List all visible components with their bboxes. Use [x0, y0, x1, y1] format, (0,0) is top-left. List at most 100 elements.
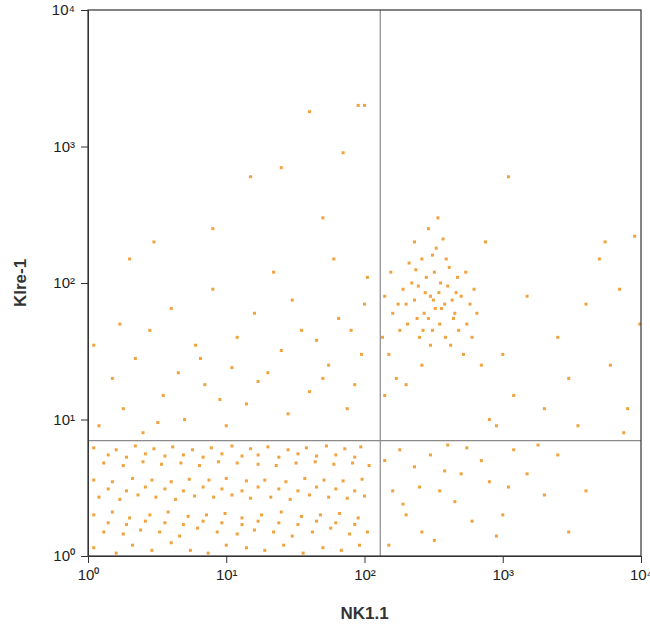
point: [289, 498, 292, 501]
point: [507, 175, 510, 178]
point: [543, 407, 546, 410]
point: [291, 299, 294, 302]
point: [383, 459, 386, 462]
point: [193, 495, 196, 498]
point: [443, 303, 446, 306]
point: [118, 498, 121, 501]
point: [182, 489, 185, 492]
point: [438, 489, 441, 492]
point: [277, 521, 280, 524]
point: [366, 276, 369, 279]
point: [269, 496, 272, 499]
point: [111, 480, 114, 483]
point: [245, 402, 248, 405]
point: [343, 447, 346, 450]
point: [131, 544, 134, 547]
point: [142, 460, 145, 463]
point: [182, 523, 185, 526]
point: [280, 166, 283, 169]
point: [526, 472, 529, 475]
point: [576, 424, 579, 427]
point: [210, 446, 213, 449]
point: [302, 552, 305, 555]
point: [207, 552, 210, 555]
point: [295, 462, 298, 465]
point: [465, 323, 468, 326]
point: [211, 227, 214, 230]
point: [567, 530, 570, 533]
point: [152, 447, 155, 450]
point: [406, 323, 409, 326]
point: [277, 487, 280, 490]
point: [420, 530, 423, 533]
point: [211, 288, 214, 291]
point: [92, 479, 95, 482]
point: [92, 344, 95, 347]
point: [350, 329, 353, 332]
point: [321, 377, 324, 380]
plot: 10⁰10¹10²10³10⁴10⁰10¹10²10³10⁴: [52, 1, 650, 582]
point: [436, 216, 439, 219]
point: [178, 535, 181, 538]
point: [189, 549, 192, 552]
y-tick-label: 10⁴: [52, 1, 75, 18]
point: [433, 271, 436, 274]
point: [111, 377, 114, 380]
chart: 10⁰10¹10²10³10⁴10⁰10¹10²10³10⁴NK1.1Klre-…: [0, 0, 650, 643]
point: [179, 462, 182, 465]
point: [633, 235, 636, 238]
point: [160, 463, 163, 466]
x-tick-label: 10⁰: [78, 566, 100, 583]
point: [275, 464, 278, 467]
point: [501, 513, 504, 516]
point: [125, 456, 128, 459]
point: [473, 288, 476, 291]
point: [148, 329, 151, 332]
point: [398, 329, 401, 332]
point: [323, 479, 326, 482]
point: [338, 512, 341, 515]
point: [453, 312, 456, 315]
point: [144, 486, 147, 489]
point: [296, 523, 299, 526]
point: [363, 104, 366, 107]
point: [315, 455, 318, 458]
point: [418, 336, 421, 339]
y-tick: 10²: [53, 274, 88, 291]
point: [469, 303, 472, 306]
point: [445, 257, 448, 260]
point: [351, 462, 354, 465]
point: [207, 479, 210, 482]
point: [249, 447, 252, 450]
point: [220, 452, 223, 455]
point: [480, 364, 483, 367]
point: [280, 349, 283, 352]
point: [556, 453, 559, 456]
point: [202, 456, 205, 459]
point: [102, 530, 105, 533]
point: [420, 364, 423, 367]
x-tick-mark: [503, 556, 504, 563]
y-tick-label: 10⁰: [53, 547, 75, 564]
point: [202, 520, 205, 523]
point: [543, 493, 546, 496]
point: [156, 421, 159, 424]
point: [424, 291, 427, 294]
point: [332, 463, 335, 466]
point: [236, 462, 239, 465]
x-tick-label: 10⁴: [630, 566, 650, 583]
y-tick: 10⁰: [53, 547, 88, 564]
point: [423, 312, 426, 315]
point: [405, 303, 408, 306]
point: [245, 546, 248, 549]
point: [167, 511, 170, 514]
point: [308, 390, 311, 393]
point: [107, 487, 110, 490]
point: [622, 431, 625, 434]
point: [348, 532, 351, 535]
point: [202, 486, 205, 489]
point: [425, 276, 428, 279]
point: [342, 151, 345, 154]
point: [266, 371, 269, 374]
point: [353, 456, 356, 459]
